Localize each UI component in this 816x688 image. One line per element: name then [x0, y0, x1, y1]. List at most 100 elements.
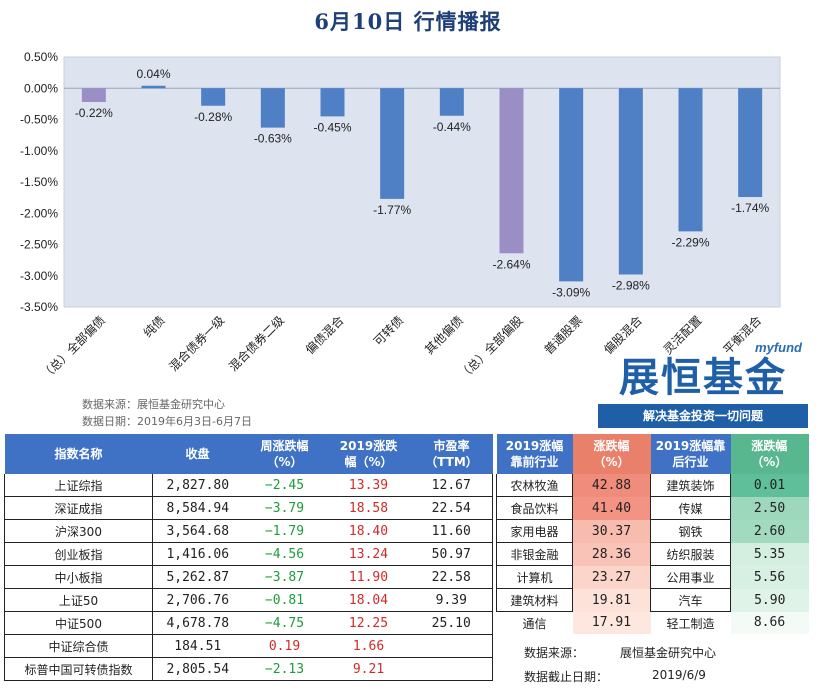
- source-note: 数据来源：展恒基金研究中心: [82, 398, 225, 411]
- top-industry-change: 23.27: [572, 565, 651, 589]
- bar: [320, 88, 345, 117]
- footer-source-value: 展恒基金研究中心: [620, 646, 717, 660]
- index-name: 标普中国可转债指数: [4, 657, 153, 681]
- value-label: -0.22%: [75, 106, 113, 120]
- index-table: 指数名称 收盘 周涨跌幅 （%） 2019涨跌 幅（%） 市盈率 （TTM） 上证综指 2,82…: [4, 434, 493, 681]
- pe-ttm: [410, 657, 493, 681]
- bar: [81, 88, 106, 102]
- bottom-industry-change: 5.56: [730, 565, 809, 589]
- table-row: 通信 17.91 轻工制造 8.66: [497, 611, 809, 634]
- top-industry: 农林牧渔: [496, 474, 573, 497]
- top-industry-change: 19.81: [572, 588, 651, 612]
- bar: [678, 88, 703, 232]
- x-tick-label: （总）全部偏债: [38, 313, 108, 383]
- x-tick-label: 可转债: [370, 313, 406, 349]
- bar: [201, 88, 226, 106]
- index-name: 中证500: [4, 611, 153, 635]
- bottom-industry: 公用事业: [650, 565, 731, 589]
- table-row: 中证500 4,678.78 −4.75 12.25 25.10: [4, 611, 493, 635]
- ytd-change: 12.25: [326, 611, 411, 635]
- bottom-industry: 传媒: [650, 496, 731, 520]
- top-industry-change: 42.88: [572, 474, 651, 497]
- value-label: -2.98%: [612, 279, 650, 293]
- bottom-industry-change: 0.01: [730, 474, 809, 497]
- value-label: -0.63%: [254, 132, 292, 146]
- industry-table: 2019涨幅 靠前行业 涨跌幅 （%） 2019涨幅靠 后行业 涨跌幅 （%） 农林牧渔 42.…: [496, 434, 809, 634]
- pe-ttm: 11.60: [410, 519, 493, 543]
- table-row: 标普中国可转债指数 2,805.54 −2.13 9.21: [4, 657, 493, 681]
- table-row: 深证成指 8,584.94 −3.79 18.58 22.54: [4, 496, 493, 520]
- table-row: 上证综指 2,827.80 −2.45 13.39 12.67: [4, 474, 493, 497]
- value-label: -2.64%: [492, 257, 530, 271]
- index-name: 中证综合债: [4, 634, 153, 658]
- brand-logo: myfund 展恒基金 解决基金投资一切问题: [598, 340, 808, 430]
- week-change: −1.79: [242, 519, 327, 543]
- logo-name: 展恒基金: [619, 355, 787, 401]
- footer-source-label: 数据来源：: [524, 646, 585, 660]
- table-row: 创业板指 1,416.06 −4.56 13.24 50.97: [4, 542, 493, 566]
- logo-slogan: 解决基金投资一切问题: [598, 404, 808, 428]
- index-name: 深证成指: [4, 496, 153, 520]
- logo-myfund: myfund: [755, 340, 802, 355]
- x-tick-label: （总）全部偏股: [456, 313, 526, 383]
- close-value: 2,706.76: [152, 588, 243, 612]
- y-tick-label: 0.50%: [24, 50, 58, 64]
- pe-ttm: 12.67: [410, 474, 493, 497]
- value-label: -0.28%: [194, 110, 232, 124]
- y-tick-label: -1.00%: [20, 144, 58, 158]
- week-change: −4.56: [242, 542, 327, 566]
- x-tick-label: 普通股票: [541, 313, 585, 357]
- y-tick-label: 0.00%: [24, 81, 58, 95]
- bottom-industry-change: 5.90: [730, 588, 809, 612]
- table-row: 上证50 2,706.76 −0.81 18.04 9.39: [4, 588, 493, 612]
- bottom-industry: 轻工制造: [666, 616, 715, 631]
- value-label: -0.44%: [433, 120, 471, 134]
- bar: [559, 88, 584, 282]
- table-row: 建筑材料 19.81 汽车 5.90: [496, 588, 809, 612]
- top-industry: 计算机: [496, 565, 573, 589]
- top-industry-change: 30.37: [572, 519, 651, 543]
- column-header: 市盈率 （TTM）: [410, 434, 493, 474]
- bottom-industry: 建筑装饰: [650, 474, 731, 497]
- pe-ttm: 25.10: [410, 611, 493, 635]
- page-title: 6月10日 行情播报: [314, 9, 502, 34]
- week-change: −0.81: [242, 588, 327, 612]
- table-row: 中小板指 5,262.87 −3.87 11.90 22.58: [4, 565, 493, 589]
- pe-ttm: [410, 634, 493, 658]
- index-name: 上证综指: [4, 474, 153, 497]
- table-row: 食品饮料 41.40 传媒 2.50: [496, 496, 809, 520]
- y-tick-label: -0.50%: [20, 113, 58, 127]
- bottom-industry: 钢铁: [650, 519, 731, 543]
- ytd-change: 13.24: [326, 542, 411, 566]
- date-note: 数据日期：2019年6月3日-6月7日: [82, 415, 252, 428]
- y-tick-label: -2.00%: [20, 206, 58, 220]
- column-header: 周涨跌幅 （%）: [242, 434, 327, 474]
- table-row: 计算机 23.27 公用事业 5.56: [496, 565, 809, 589]
- pe-ttm: 9.39: [410, 588, 493, 612]
- top-industry-change: 28.36: [572, 542, 651, 566]
- index-name: 沪深300: [4, 519, 153, 543]
- week-change: −2.13: [242, 657, 327, 681]
- value-label: -3.09%: [552, 285, 590, 299]
- table-row: 中证综合债 184.51 0.19 1.66: [4, 634, 493, 658]
- bottom-industry: 汽车: [650, 588, 731, 612]
- footer-date-label: 数据截止日期：: [524, 670, 609, 684]
- bottom-industry: 纺织服装: [650, 542, 731, 566]
- close-value: 1,416.06: [152, 542, 243, 566]
- week-change: −2.45: [242, 474, 327, 497]
- top-industry: 食品饮料: [496, 496, 573, 520]
- top-industry: 非银金融: [496, 542, 573, 566]
- y-tick-label: -2.50%: [20, 238, 58, 252]
- bar: [439, 88, 464, 116]
- column-header: 2019涨幅 靠前行业: [496, 434, 573, 474]
- bottom-industry-change: 2.60: [730, 519, 809, 543]
- bar: [738, 88, 763, 197]
- plot-area: [63, 56, 781, 308]
- column-header: 收盘: [152, 434, 243, 474]
- ytd-change: 18.58: [326, 496, 411, 520]
- bar-chart: 0.50% 0.00% -0.50% -1.00% -1.50% -2.00% -2.50%…: [20, 50, 781, 383]
- column-header: 指数名称: [4, 434, 153, 474]
- x-tick-label: 混合债券一级: [166, 313, 228, 375]
- table-row: 非银金融 28.36 纺织服装 5.35: [496, 542, 809, 566]
- top-industry: 家用电器: [496, 519, 573, 543]
